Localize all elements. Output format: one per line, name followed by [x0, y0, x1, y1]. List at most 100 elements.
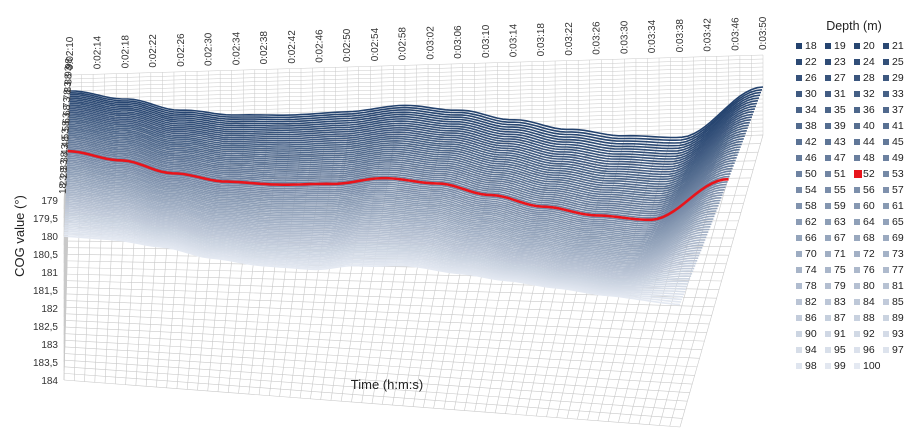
legend-label: 20: [863, 40, 875, 52]
legend-label: 84: [863, 296, 875, 308]
legend-swatch: [854, 363, 860, 369]
series-line-depth-85: [65, 208, 696, 278]
legend-swatch: [854, 315, 860, 321]
series-line-depth-36: [68, 122, 745, 185]
legend-label: 31: [834, 88, 846, 100]
legend-swatch: [883, 283, 889, 289]
legend-item-depth-51: 51: [825, 166, 854, 182]
legend-swatch: [883, 315, 889, 321]
legend-label: 48: [863, 152, 875, 164]
series-line-depth-71: [66, 183, 710, 257]
series-line-depth-73: [65, 187, 708, 260]
legend-label: 90: [805, 328, 817, 340]
series-line-depth-45: [67, 137, 736, 206]
legend-label: 77: [892, 264, 904, 276]
legend-item-depth-28: 28: [854, 70, 883, 86]
depth-tick-label: 53: [61, 128, 72, 140]
legend-swatch: [854, 235, 860, 241]
legend-label: 86: [805, 312, 817, 324]
legend-item-depth-43: 43: [825, 134, 854, 150]
legend-item-depth-69: 69: [883, 230, 912, 246]
legend-swatch: [825, 235, 831, 241]
legend-label: 52: [863, 168, 875, 180]
legend-swatch: [796, 283, 802, 289]
series-line-depth-93: [64, 222, 688, 289]
series-line-depth-38: [68, 125, 743, 190]
legend-item-depth-84: 84: [854, 294, 883, 310]
legend-item-depth-62: 62: [796, 214, 825, 230]
legend-label: 91: [834, 328, 846, 340]
depth-tick-label: 38: [60, 151, 71, 163]
series-line-depth-88: [64, 214, 693, 283]
legend-swatch: [825, 283, 831, 289]
legend-item-depth-100: 100: [854, 358, 883, 374]
legend-label: 51: [834, 168, 846, 180]
legend-label: 35: [834, 104, 846, 116]
legend-swatch: [825, 187, 831, 193]
legend-swatch: [825, 43, 831, 49]
legend-item-depth-53: 53: [883, 166, 912, 182]
series-line-depth-99: [64, 233, 682, 303]
series-line-depth-74: [65, 189, 707, 262]
time-tick-label: 0:02:34: [231, 31, 242, 65]
series-line-depth-67: [66, 176, 714, 250]
time-axis-tick-labels: 0:02:10 0:02:14 0:02:18 0:02:22 0:02:26 0:02:…: [65, 16, 769, 70]
series-line-depth-42: [68, 132, 739, 199]
series-line-depth-43: [68, 134, 738, 202]
legend-item-depth-88: 88: [854, 310, 883, 326]
series-line-depth-37: [68, 123, 744, 188]
legend-item-depth-61: 61: [883, 198, 912, 214]
series-line-depth-18: [69, 86, 764, 139]
legend-item-depth-49: 49: [883, 150, 912, 166]
series-line-depth-97: [64, 229, 684, 298]
series-line-depth-82: [65, 203, 699, 274]
depth-tick-label: 33: [59, 159, 70, 171]
legend-swatch: [854, 139, 860, 145]
time-tick-label: 0:03:50: [758, 16, 769, 50]
time-tick-label: 0:03:02: [425, 26, 436, 60]
legend-item-depth-79: 79: [825, 278, 854, 294]
series-line-depth-54: [67, 153, 727, 225]
series-line-depth-29: [69, 109, 752, 168]
legend-item-depth-60: 60: [854, 198, 883, 214]
series-line-depth-26: [69, 104, 755, 160]
legend-swatch: [825, 347, 831, 353]
y-tick-label: 181: [41, 268, 58, 279]
legend-item-depth-36: 36: [854, 102, 883, 118]
legend-swatch: [854, 347, 860, 353]
legend-swatch: [796, 123, 802, 129]
legend-swatch: [883, 59, 889, 65]
legend-item-depth-71: 71: [825, 246, 854, 262]
legend-item-depth-99: 99: [825, 358, 854, 374]
time-tick-label: 0:02:26: [176, 33, 187, 67]
legend-item-depth-25: 25: [883, 54, 912, 70]
legend-swatch: [854, 331, 860, 337]
legend-label: 61: [892, 200, 904, 212]
legend-swatch: [883, 251, 889, 257]
time-tick-label: 0:03:06: [453, 25, 464, 59]
legend-item-depth-65: 65: [883, 214, 912, 230]
series-line-depth-78: [65, 196, 703, 268]
series-line-depth-25: [69, 102, 756, 158]
legend-swatch: [883, 91, 889, 97]
legend-swatch: [854, 219, 860, 225]
legend-swatch: [854, 123, 860, 129]
series-line-depth-46: [67, 139, 735, 208]
legend-item-depth-54: 54: [796, 182, 825, 198]
legend-label: 36: [863, 104, 875, 116]
legend-swatch: [825, 75, 831, 81]
legend-item-depth-86: 86: [796, 310, 825, 326]
time-tick-label: 0:03:26: [592, 21, 603, 55]
legend-label: 23: [834, 56, 846, 68]
legend-swatch: [796, 155, 802, 161]
legend-swatch: [796, 331, 802, 337]
series-line-depth-62: [66, 168, 719, 241]
series-line-depth-63: [66, 169, 718, 243]
legend-swatch: [796, 75, 802, 81]
legend-item-depth-81: 81: [883, 278, 912, 294]
legend-label: 49: [892, 152, 904, 164]
series-line-depth-28: [69, 107, 753, 166]
legend-label: 40: [863, 120, 875, 132]
legend-label: 64: [863, 216, 875, 228]
y-tick-label: 181,5: [33, 286, 58, 297]
